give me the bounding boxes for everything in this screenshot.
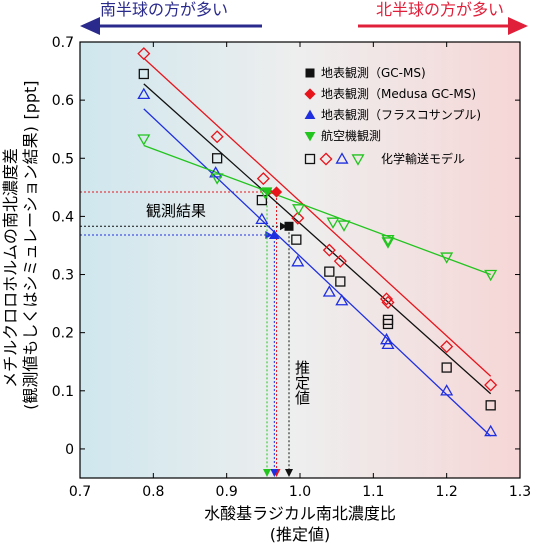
legend-model-marker — [351, 154, 365, 166]
model-point — [256, 194, 268, 206]
model-point — [137, 134, 151, 146]
model-point — [256, 172, 270, 186]
fit-line — [143, 57, 492, 377]
y-tick-label: 0.4 — [52, 209, 74, 225]
legend-model-marker — [319, 152, 333, 166]
model-point — [335, 276, 346, 287]
fit-line — [143, 144, 491, 276]
legend-model-marker — [304, 153, 316, 165]
model-point — [381, 234, 395, 247]
model-point — [209, 166, 223, 178]
model-point — [440, 340, 454, 354]
x-tick-label: 0.8 — [142, 484, 164, 500]
model-point — [292, 204, 306, 216]
guide-arrowhead-vertical — [263, 469, 271, 477]
x-axis-subtitle: (推定値) — [270, 525, 331, 544]
header-right-label: 北半球の方が多い — [376, 0, 504, 19]
model-point — [291, 211, 305, 225]
observed-point — [268, 229, 280, 240]
model-point — [322, 243, 336, 257]
model-point — [440, 252, 454, 264]
legend-label: 地表観測（GC-MS) — [321, 66, 426, 80]
model-point — [255, 212, 269, 225]
model-point — [291, 234, 302, 245]
guide-arrowhead-vertical — [285, 469, 293, 477]
x-tick-label: 1.0 — [289, 484, 311, 500]
guide-arrowhead-horizontal — [280, 222, 287, 231]
legend-marker — [304, 131, 316, 142]
observed-point — [261, 187, 273, 197]
model-point — [440, 384, 454, 396]
legend-marker — [304, 109, 316, 120]
model-point — [484, 378, 498, 392]
model-point — [382, 318, 394, 330]
model-point — [210, 130, 224, 144]
legend-marker — [304, 88, 316, 100]
model-point — [211, 153, 223, 164]
y-axis-unit: [ppt] — [21, 80, 40, 119]
model-point — [381, 337, 395, 349]
guide-arrowhead-horizontal — [265, 231, 273, 240]
x-tick-label: 0.9 — [216, 484, 238, 500]
model-point — [380, 332, 394, 345]
legend-model-marker — [335, 152, 349, 164]
observed-point — [284, 221, 294, 231]
model-point — [381, 295, 395, 309]
model-point — [441, 362, 452, 373]
model-point — [138, 68, 149, 80]
y-tick-label: 0.3 — [52, 268, 74, 284]
model-point — [337, 220, 351, 232]
plot-frame — [79, 41, 521, 479]
y-tick-label: 0.1 — [52, 384, 74, 400]
model-point — [484, 424, 498, 437]
model-point — [379, 292, 394, 306]
header-left-label: 南半球の方が多い — [100, 0, 228, 19]
model-point — [333, 254, 347, 268]
x-tick-label: 0.7 — [69, 484, 91, 500]
legend: 地表観測（GC-MS) 地表観測（Medusa GC-MS) 地表観測（フラスコサン… — [304, 66, 481, 166]
legend-label: 航空機観測 — [321, 128, 381, 143]
legend-model-label: 化学輸送モデル — [381, 151, 465, 166]
model-point — [335, 293, 349, 306]
guide-arrowhead-vertical — [270, 469, 279, 477]
model-point — [485, 400, 496, 411]
model-point — [322, 285, 336, 297]
model-point — [210, 173, 224, 185]
observed-point — [270, 186, 283, 198]
header-left-arrow — [80, 17, 262, 35]
x-axis-title: 水酸基ラジカル南北濃度比 — [204, 504, 396, 523]
y-tick-label: 0 — [65, 442, 74, 458]
annotation-observed: 観測結果 — [146, 202, 206, 220]
legend-marker — [305, 68, 315, 78]
y-axis-subtitle: (観測値もしくはシミュレーション結果) — [21, 126, 40, 410]
model-point — [137, 87, 151, 100]
x-tick-label: 1.3 — [509, 484, 531, 500]
x-tick-label: 1.1 — [362, 484, 384, 500]
x-tick-label: 1.2 — [436, 484, 458, 500]
y-tick-label: 0.2 — [52, 326, 74, 342]
fit-line — [143, 83, 492, 395]
model-point — [381, 237, 395, 249]
legend-label: 地表観測（フラスコサンプル) — [321, 108, 481, 122]
annotation-estimated: 推定値 — [293, 360, 311, 405]
model-point — [291, 255, 305, 267]
legend-label: 地表観測（Medusa GC-MS) — [321, 87, 476, 101]
header-right-arrow — [358, 17, 528, 35]
y-tick-label: 0.7 — [52, 35, 74, 51]
y-axis-title: メチルクロロホルムの南北濃度差 — [1, 148, 20, 388]
model-point — [484, 269, 498, 282]
fit-line — [143, 108, 492, 437]
model-point — [137, 47, 151, 61]
model-point — [326, 217, 340, 229]
y-tick-label: 0.5 — [52, 151, 74, 167]
y-tick-label: 0.6 — [52, 93, 74, 109]
model-point — [324, 266, 335, 277]
